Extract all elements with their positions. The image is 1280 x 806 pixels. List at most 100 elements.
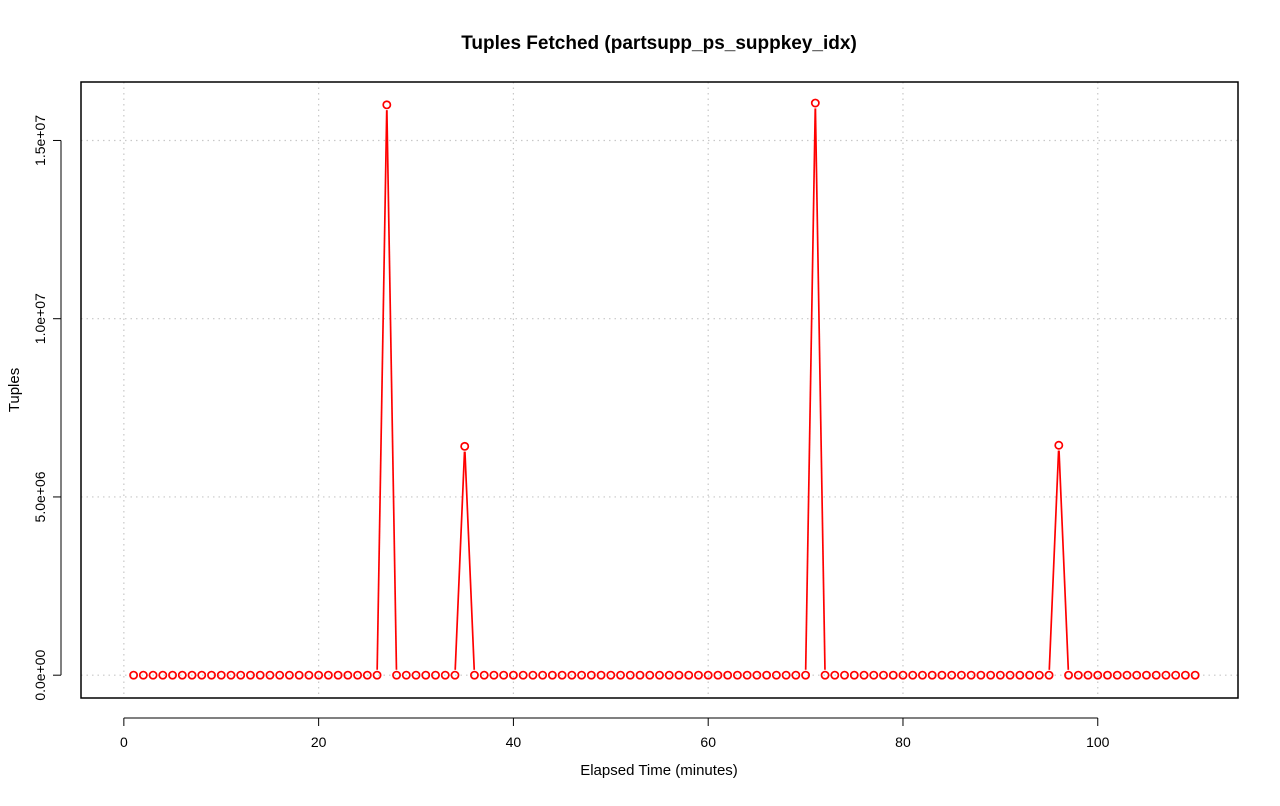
data-point: [1180, 670, 1190, 680]
data-point: [625, 670, 635, 680]
data-point: [1073, 670, 1083, 680]
series-line-segment: [814, 108, 826, 670]
data-point: [713, 670, 723, 680]
y-tick-label: 0.0e+00: [32, 649, 48, 700]
data-point: [518, 670, 528, 680]
data-point: [372, 670, 382, 680]
y-tick-label: 1.0e+07: [32, 293, 48, 344]
data-point: [138, 670, 148, 680]
data-point: [694, 670, 703, 680]
data-point: [401, 670, 411, 680]
data-point: [966, 670, 976, 680]
data-point: [947, 670, 957, 680]
data-point: [879, 670, 888, 680]
data-point: [703, 670, 713, 680]
data-point: [392, 670, 401, 680]
data-point: [197, 670, 207, 680]
data-point: [362, 670, 372, 680]
data-point: [1103, 670, 1112, 680]
data-point: [1064, 670, 1073, 680]
data-point: [314, 670, 324, 680]
series: [129, 98, 1200, 680]
data-point: [382, 100, 392, 110]
data-point: [849, 670, 859, 680]
data-point: [1190, 670, 1200, 680]
data-point: [284, 670, 294, 680]
data-point: [986, 670, 996, 680]
series-line-segment: [804, 108, 817, 670]
data-point: [1054, 440, 1064, 450]
data-point: [216, 670, 226, 680]
data-point: [236, 670, 246, 680]
data-point: [177, 670, 187, 680]
data-point: [499, 670, 509, 680]
data-point: [246, 670, 255, 680]
data-point: [888, 670, 898, 680]
data-point: [1044, 670, 1054, 680]
data-point: [1171, 670, 1181, 680]
data-point: [781, 670, 791, 680]
grid: [81, 82, 1238, 698]
data-point: [440, 670, 450, 680]
data-point: [450, 670, 460, 680]
data-point: [927, 670, 937, 680]
data-point: [557, 670, 567, 680]
data-point: [771, 670, 781, 680]
data-point: [275, 670, 285, 680]
data-point: [684, 670, 694, 680]
data-point: [1122, 670, 1132, 680]
data-point: [411, 670, 421, 680]
data-point: [323, 670, 333, 680]
series-line-segment: [1058, 450, 1070, 670]
data-point: [1015, 670, 1025, 680]
data-point: [1005, 670, 1015, 680]
data-point: [304, 670, 314, 680]
data-point: [226, 670, 236, 680]
data-point: [937, 670, 947, 680]
data-point: [752, 670, 762, 680]
data-point: [586, 670, 596, 680]
x-tick-label: 20: [311, 734, 327, 750]
data-point: [791, 670, 801, 680]
data-point: [129, 670, 139, 680]
data-point: [538, 670, 548, 680]
data-point: [294, 670, 304, 680]
data-point: [148, 670, 158, 680]
data-point: [908, 670, 918, 680]
data-point: [168, 670, 177, 680]
data-point: [1083, 670, 1093, 680]
data-point: [830, 670, 840, 680]
x-tick-label: 80: [895, 734, 911, 750]
data-point: [470, 670, 479, 680]
data-point: [723, 670, 733, 680]
data-point: [431, 670, 440, 680]
data-point: [918, 670, 927, 680]
data-point: [577, 670, 587, 680]
x-tick-label: 40: [506, 734, 522, 750]
data-point: [255, 670, 265, 680]
data-point: [1161, 670, 1171, 680]
data-point: [1034, 670, 1044, 680]
data-point: [801, 670, 811, 680]
data-point: [265, 670, 275, 680]
data-point: [343, 670, 353, 680]
x-axis-label: Elapsed Time (minutes): [580, 762, 738, 779]
data-point: [674, 670, 684, 680]
data-point: [1151, 670, 1161, 680]
axes: 0 20 40 60 80 100 0.0e+00 5.0e+06 1.0e+07 1.5e+07: [32, 115, 1110, 750]
data-point: [606, 670, 616, 680]
data-point: [820, 670, 830, 680]
data-point: [528, 670, 538, 680]
series-line-segment: [1048, 450, 1060, 670]
x-tick-label: 60: [700, 734, 716, 750]
data-point: [1093, 670, 1103, 680]
data-point: [859, 670, 869, 680]
data-point: [460, 441, 470, 451]
data-point: [898, 670, 908, 680]
series-line-segment: [376, 110, 388, 670]
plot-frame: [80, 81, 1239, 699]
data-point: [869, 670, 879, 680]
data-point: [547, 670, 557, 680]
data-point: [1112, 670, 1122, 680]
